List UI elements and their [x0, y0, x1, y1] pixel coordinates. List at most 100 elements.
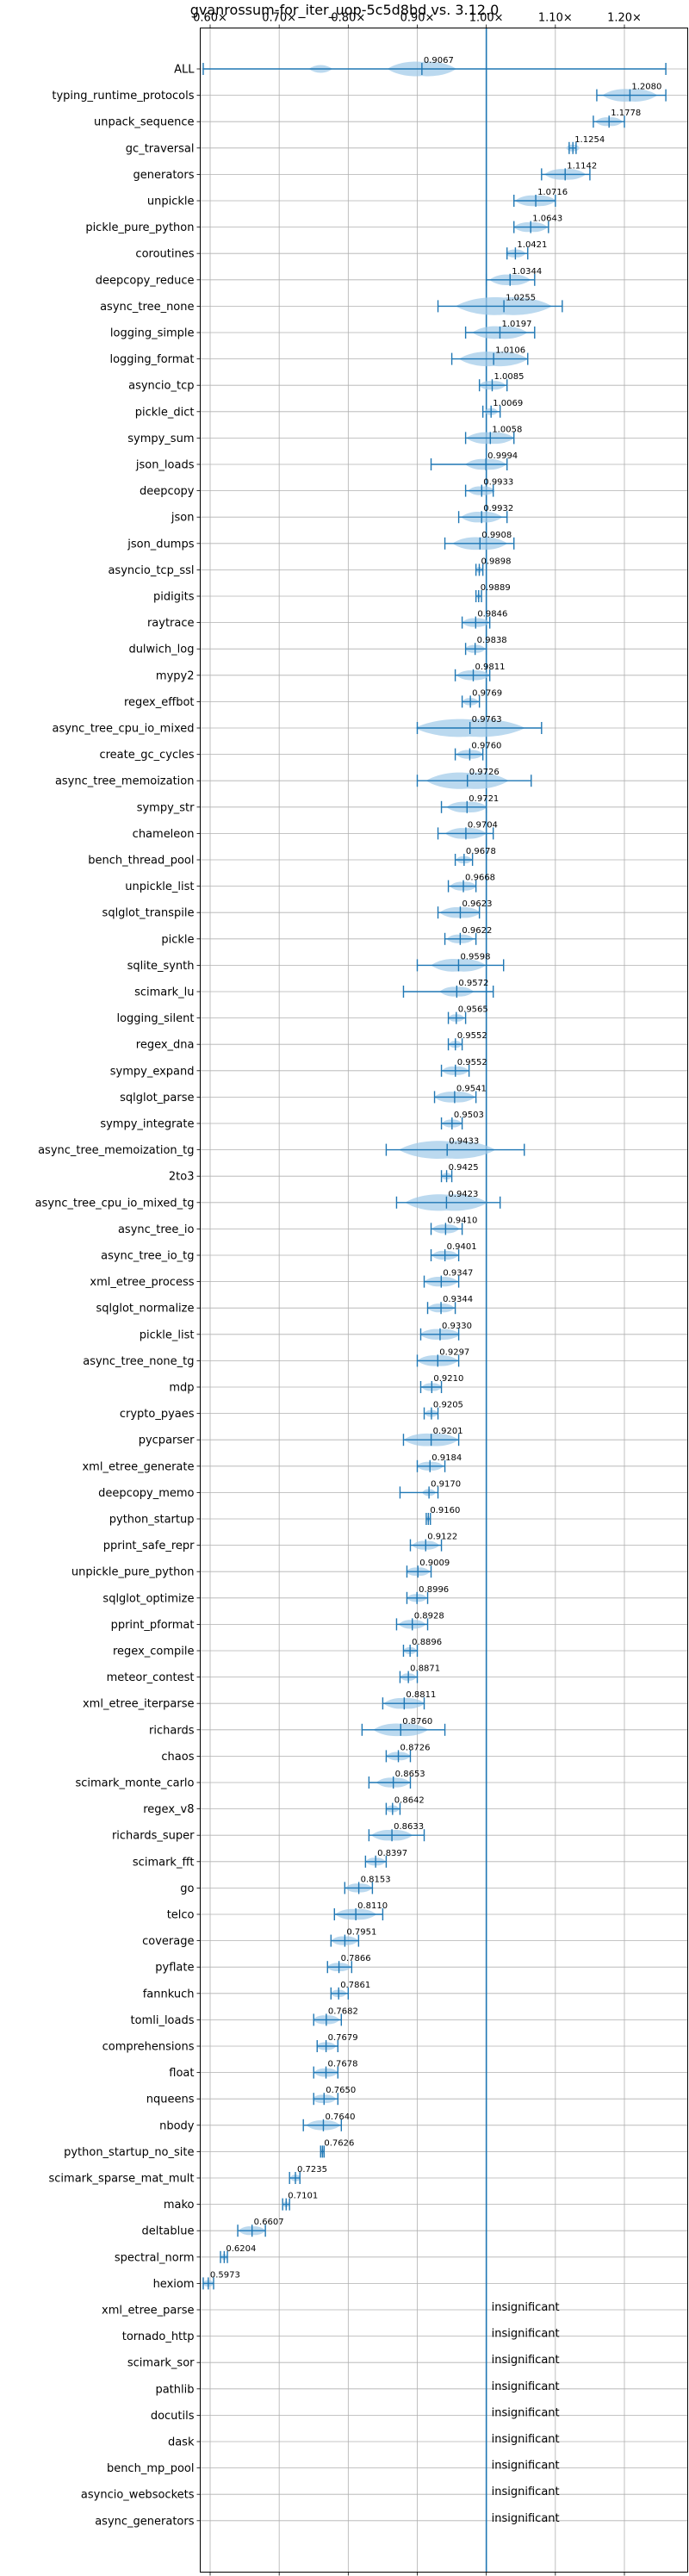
value-label: 0.9425: [449, 1163, 479, 1173]
value-label: 0.8760: [402, 1717, 432, 1727]
benchmark-label: xml_etree_parse: [102, 2305, 194, 2318]
value-label: 0.9933: [483, 478, 513, 488]
value-label: 0.9598: [460, 952, 490, 961]
benchmark-label: richards_super: [112, 1830, 195, 1843]
benchmark-label: pickle_list: [140, 1328, 195, 1341]
benchmark-label: generators: [133, 169, 195, 182]
value-label: 0.9205: [433, 1401, 463, 1410]
benchmark-label: asyncio_websockets: [81, 2489, 195, 2502]
value-label: 0.6607: [254, 2218, 284, 2227]
benchmark-label: meteor_contest: [107, 1671, 195, 1684]
value-label: 0.8153: [361, 1875, 391, 1884]
insignificant-label: insignificant: [492, 2460, 560, 2473]
value-label: 0.9763: [472, 715, 502, 725]
value-label: 0.5973: [210, 2270, 240, 2280]
benchmark-label: pprint_safe_repr: [103, 1540, 195, 1552]
value-label: 0.7101: [288, 2192, 318, 2201]
benchmark-label: scimark_lu: [134, 986, 194, 999]
benchmark-label: async_tree_none: [100, 301, 194, 314]
tick-layer: 0.60×0.60×0.70×0.70×0.80×0.80×0.90×0.90×…: [35, 12, 642, 2576]
benchmark-label: sympy_integrate: [100, 1118, 194, 1131]
value-label: 0.9297: [439, 1347, 469, 1357]
value-label: 0.8110: [357, 1901, 388, 1911]
benchmark-label: sympy_str: [137, 801, 195, 814]
x-tick-label-top: 0.60×: [193, 12, 227, 25]
benchmark-label: logging_silent: [116, 1012, 194, 1025]
value-label: 1.1142: [567, 161, 597, 171]
value-label: 1.0716: [537, 188, 568, 197]
benchmark-label: bench_thread_pool: [88, 855, 194, 868]
value-label: 0.9668: [465, 874, 495, 883]
benchmark-label: async_tree_cpu_io_mixed: [53, 723, 195, 736]
benchmark-label: docutils: [151, 2410, 195, 2423]
value-label: 0.9838: [477, 636, 507, 645]
value-label: 1.0085: [493, 372, 524, 382]
benchmark-label: comprehensions: [102, 2041, 195, 2054]
benchmark-label: asyncio_tcp_ssl: [108, 564, 194, 577]
value-label: 0.9678: [466, 847, 496, 856]
value-label: 0.7679: [328, 2033, 358, 2043]
benchmark-label: pyflate: [155, 1962, 194, 1975]
value-label: 0.9552: [457, 1058, 487, 1067]
value-label: 0.8928: [414, 1611, 444, 1621]
benchmark-label: async_tree_memoization_tg: [38, 1144, 194, 1157]
chart-title: gvanrossum-for_iter_uop-5c5d8bd vs. 3.12…: [190, 2, 500, 19]
benchmark-label: sqlglot_normalize: [96, 1303, 194, 1316]
value-label: 0.9623: [462, 899, 492, 909]
insignificant-label: insignificant: [492, 2512, 560, 2525]
value-label: 0.9622: [462, 926, 492, 936]
benchmark-label: json_dumps: [127, 538, 194, 551]
benchmark-label: pidigits: [153, 591, 195, 604]
benchmark-label: xml_etree_process: [90, 1276, 194, 1289]
value-label: 0.9811: [475, 663, 506, 672]
benchmark-label: unpickle_list: [125, 880, 194, 893]
violin-layer: [202, 28, 667, 2573]
x-tick-label-top: 0.90×: [400, 12, 435, 25]
benchmark-label: pickle_pure_python: [85, 221, 194, 234]
benchmark-label: pprint_pformat: [111, 1619, 195, 1632]
value-label: 0.9572: [458, 979, 488, 988]
benchmark-label: python_startup_no_site: [64, 2146, 194, 2159]
benchmark-label: scimark_fft: [133, 1856, 195, 1869]
value-label: 0.7682: [328, 2007, 358, 2016]
benchmark-label: async_tree_memoization: [55, 775, 195, 788]
benchmark-label: async_tree_none_tg: [83, 1355, 194, 1368]
benchmark-label: regex_compile: [113, 1646, 195, 1658]
label-layer: 0.9067 1.2080 1.1778 1.1254 1.1142 1.0716 1.06…: [210, 56, 662, 2525]
value-label: 0.7861: [340, 1981, 370, 1990]
benchmark-label: logging_format: [109, 353, 194, 366]
benchmark-label: crypto_pyaes: [120, 1408, 195, 1421]
benchmark-label: mdp: [169, 1382, 194, 1395]
value-label: 0.8397: [377, 1849, 407, 1858]
benchmark-label: sqlglot_optimize: [102, 1592, 194, 1605]
value-label: 0.9721: [469, 794, 499, 804]
benchmark-label: coverage: [142, 1935, 194, 1948]
value-label: 0.9503: [454, 1111, 484, 1120]
benchmark-label: gc_traversal: [126, 142, 195, 155]
benchmark-label: coroutines: [135, 248, 194, 261]
value-label: 0.9401: [447, 1242, 477, 1252]
value-label: 0.8871: [410, 1664, 440, 1674]
value-label: 0.9760: [471, 742, 501, 751]
benchmark-label: async_tree_io: [118, 1223, 195, 1236]
value-label: 1.0255: [506, 293, 536, 302]
value-label: 0.8633: [394, 1822, 424, 1832]
benchmark-label: ALL: [174, 64, 195, 77]
value-label: 0.9122: [427, 1533, 457, 1542]
value-label: 0.7640: [325, 2112, 355, 2122]
benchmark-label: asyncio_tcp: [128, 380, 194, 393]
value-label: 1.0058: [492, 425, 522, 434]
benchmark-label: logging_simple: [110, 327, 195, 340]
value-label: 0.9565: [458, 1005, 488, 1015]
value-label: 1.0421: [517, 240, 547, 250]
benchmark-label: sqlite_synth: [127, 960, 195, 973]
value-label: 0.9410: [447, 1216, 477, 1225]
insignificant-label: insignificant: [492, 2406, 560, 2419]
insignificant-label: insignificant: [492, 2354, 560, 2367]
benchmark-label: chameleon: [133, 828, 195, 841]
benchmark-label: nbody: [159, 2119, 195, 2132]
value-label: 1.0643: [532, 215, 562, 224]
insignificant-label: insignificant: [492, 2433, 560, 2446]
benchmark-label: richards: [149, 1724, 195, 1737]
